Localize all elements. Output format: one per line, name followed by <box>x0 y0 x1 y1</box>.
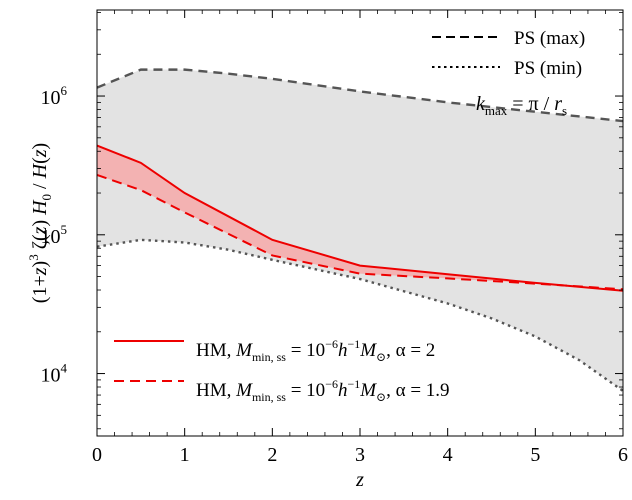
x-tick-label: 1 <box>180 444 190 466</box>
kmax-annotation: kmax = π / rs <box>476 93 567 118</box>
series-line-1 <box>96 238 624 392</box>
x-tick-label: 0 <box>92 444 102 466</box>
legend-hm-alpha2-label: HM, Mmin, ss = 10−6h−1M⊙, α = 2 <box>196 337 435 364</box>
legend-bottom: HM, Mmin, ss = 10−6h−1M⊙, α = 2 HM, Mmin… <box>114 337 450 404</box>
series-lines <box>96 68 624 392</box>
ticks: 0 1 2 3 4 5 6 104 105 106 <box>41 10 628 466</box>
series-line-3 <box>96 173 624 291</box>
y-tick-label: 106 <box>41 83 68 109</box>
series-line-2 <box>96 144 624 292</box>
ps-band <box>97 69 623 391</box>
y-tick-label: 105 <box>41 222 68 248</box>
legend-ps-max-label: PS (max) <box>514 28 585 49</box>
x-axis-label: z <box>355 469 364 491</box>
x-tick-label: 2 <box>267 444 277 466</box>
x-tick-label: 5 <box>530 444 540 466</box>
legend-top: PS (max) PS (min) <box>432 28 585 79</box>
x-tick-label: 3 <box>355 444 365 466</box>
x-tick-label: 4 <box>443 444 453 466</box>
x-tick-label: 6 <box>618 444 628 466</box>
y-axis-label: (1+z)3 ζ(z) H0 / H(z) <box>26 143 54 303</box>
legend-ps-min-label: PS (min) <box>514 58 582 79</box>
y-tick-label: 104 <box>41 361 68 387</box>
legend-hm-alpha19-label: HM, Mmin, ss = 10−6h−1M⊙, α = 1.9 <box>196 377 450 404</box>
series-line-0 <box>96 68 624 123</box>
